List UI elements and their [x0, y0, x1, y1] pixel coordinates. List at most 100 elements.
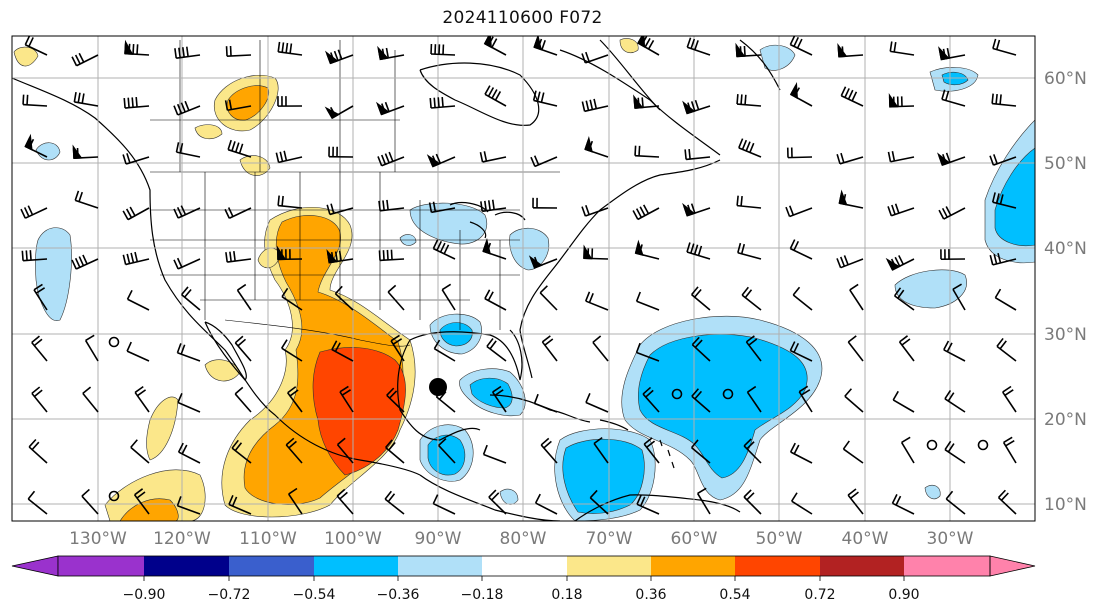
wind-barb-tick: [743, 489, 752, 498]
wind-barb: [691, 446, 711, 464]
colorbar-tick: −0.36: [377, 587, 420, 603]
wind-barb-flag: [885, 257, 901, 271]
wind-barb-tick: [694, 339, 703, 348]
wind-barb-tick: [748, 338, 758, 346]
wind-barb-tick: [494, 389, 504, 397]
wind-barb-tick: [439, 242, 446, 253]
wind-barb-tick: [436, 240, 443, 251]
wind-barb: [236, 289, 252, 311]
wind-barb-tick: [840, 86, 847, 97]
wind-barb-tick: [1005, 440, 1015, 447]
wind-barb: [130, 446, 150, 464]
wind-barb-tick: [635, 208, 643, 218]
wind-barb-tick: [385, 47, 390, 58]
lon-label: 80°W: [500, 529, 547, 549]
wind-barb-tick: [231, 439, 239, 449]
wind-barb-tick: [743, 45, 746, 57]
wind-barb-tick: [995, 39, 1001, 50]
wind-barb-tick: [694, 390, 703, 400]
wind-barb-tick: [898, 255, 904, 265]
wind-barb-tick: [378, 250, 381, 261]
wind-barb-tick: [585, 51, 590, 62]
wind-barb-tick: [634, 145, 637, 156]
wind-barb-tick: [77, 92, 81, 103]
wind-barb-tick: [136, 491, 146, 499]
wind-barb-tick: [789, 36, 796, 45]
wind-barb-tick: [184, 288, 192, 298]
wind-barb-tick: [25, 250, 28, 261]
lat-label: 60°N: [1044, 69, 1087, 89]
wind-barb-tick: [789, 341, 796, 351]
wind-barb-tick: [642, 204, 650, 215]
wind-barb-flag: [583, 244, 593, 260]
wind-barb-flag: [584, 136, 594, 153]
wind-barb-tick: [227, 139, 232, 150]
wind-barb: [133, 494, 150, 515]
wind-barb: [177, 505, 201, 515]
wind-barb-tick: [593, 437, 603, 445]
wind-barb-tick: [377, 156, 383, 167]
wind-barb-tick: [482, 444, 488, 455]
wind-barb-tick: [642, 386, 652, 395]
wind-barb-tick: [224, 208, 231, 219]
wind-barb: [334, 293, 354, 311]
wind-barb-tick: [74, 190, 80, 201]
wind-barb: [387, 291, 405, 311]
wind-barb-tick: [647, 39, 655, 50]
wind-barb-tick: [536, 91, 541, 102]
wind-barb: [636, 300, 660, 311]
wind-barb-tick: [85, 334, 95, 342]
wind-barb: [28, 446, 48, 464]
wind-barb-flag: [789, 81, 799, 100]
wind-barb-tick: [1004, 389, 1014, 397]
wind-barb-tick: [740, 195, 743, 207]
wind-barb-tick: [952, 283, 962, 290]
wind-barb-tick: [438, 438, 447, 447]
wind-barb-tick: [690, 286, 699, 296]
wind-barb-tick: [177, 442, 184, 453]
wind-barb-tick: [334, 342, 341, 352]
wind-barb: [994, 297, 1017, 311]
wind-barb-tick: [589, 489, 598, 499]
wind-barb-tick: [229, 251, 232, 262]
wind-barb-tick: [993, 253, 998, 265]
wind-barb-tick: [947, 443, 955, 453]
wind-barb-flag: [324, 50, 339, 65]
wind-barb-tick: [234, 442, 243, 452]
wind-barb: [540, 444, 558, 464]
wind-barb-tick: [480, 201, 484, 212]
wind-barb-flag: [24, 133, 33, 151]
wind-barb: [847, 341, 864, 362]
wind-barb-tick: [175, 142, 180, 153]
wind-barb-tick: [382, 200, 385, 211]
wind-barb-tick: [989, 254, 994, 266]
wind-barb-tick: [487, 87, 495, 97]
wind-barb-tick: [435, 153, 442, 164]
wind-barb-tick: [843, 255, 849, 266]
lon-label: 60°W: [671, 529, 718, 549]
wind-barb: [134, 391, 150, 413]
wind-barb-tick: [635, 342, 641, 353]
wind-barb-tick: [690, 38, 696, 49]
wind-barb-tick: [943, 340, 950, 351]
wind-barb-tick: [592, 335, 602, 343]
wind-barb-tick: [334, 285, 343, 295]
wind-barb-tick: [224, 100, 229, 111]
wind-barb-tick: [176, 206, 183, 217]
wind-barb-tick: [945, 490, 954, 500]
wind-barb-tick: [384, 101, 390, 112]
wind-barb-tick: [541, 335, 551, 343]
wind-barb-tick: [533, 393, 539, 404]
colorbar-extend-high: [989, 555, 1036, 577]
wind-barb-tick: [123, 97, 126, 109]
lon-label: 40°W: [842, 529, 889, 549]
wind-barb: [943, 207, 966, 220]
wind-barb-tick: [429, 97, 432, 109]
wind-barb-tick: [380, 154, 387, 165]
wind-barb-tick: [736, 195, 739, 206]
wind-barb-tick: [176, 257, 183, 268]
wind-barb-tick: [31, 335, 40, 344]
wind-barb-flag: [426, 154, 442, 168]
wind-barb-tick: [989, 155, 995, 166]
